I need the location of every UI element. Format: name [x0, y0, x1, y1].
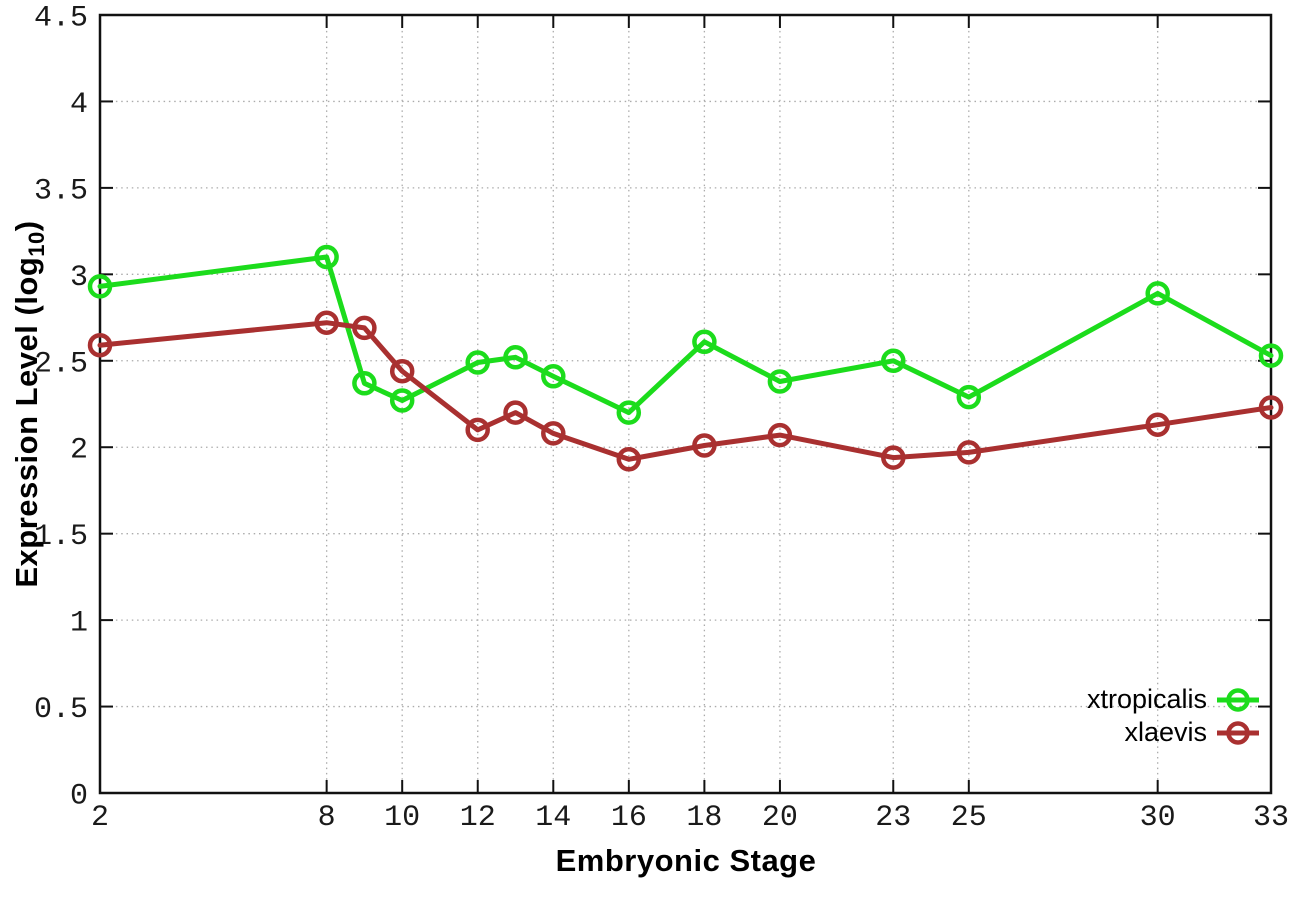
- data-point-xtropicalis: [956, 384, 982, 410]
- data-point-xtropicalis: [1258, 343, 1284, 368]
- x-tick-label: 10: [384, 801, 420, 835]
- y-tick-label: 2: [70, 434, 88, 468]
- legend-label-xtropicalis: xtropicalis: [1086, 684, 1207, 714]
- data-point-xtropicalis: [503, 345, 528, 370]
- data-point-xlaevis: [692, 433, 717, 458]
- x-tick-label: 8: [318, 801, 336, 835]
- data-point-xlaevis: [352, 315, 377, 341]
- data-point-xtropicalis: [616, 400, 642, 425]
- y-tick-label: 1.5: [34, 520, 88, 554]
- data-point-xtropicalis: [87, 274, 113, 299]
- x-tick-label: 33: [1253, 801, 1289, 835]
- y-tick-label: 0.5: [34, 693, 88, 727]
- data-point-xlaevis: [541, 421, 566, 446]
- data-point-xlaevis: [956, 440, 982, 465]
- x-tick-label: 14: [535, 801, 571, 835]
- data-point-xlaevis: [389, 358, 415, 384]
- x-tick-label: 20: [762, 801, 798, 835]
- data-point-xlaevis: [1258, 395, 1284, 420]
- y-tick-label: 4.5: [34, 2, 88, 36]
- data-point-xlaevis: [465, 417, 490, 443]
- x-tick-label: 16: [611, 801, 647, 835]
- y-axis-label: Expression Level (log10): [9, 220, 49, 588]
- y-axis-label-subscript: 10: [24, 231, 50, 257]
- data-point-xtropicalis: [692, 329, 717, 355]
- series-line-xtropicalis: [97, 254, 1274, 416]
- y-axis-label-suffix: ): [9, 220, 44, 232]
- data-point-xlaevis: [314, 310, 339, 335]
- data-point-xtropicalis: [352, 371, 377, 396]
- legend-marker-xlaevis: [1217, 720, 1259, 745]
- x-tick-label: 2: [91, 801, 109, 835]
- data-point-xlaevis: [881, 445, 906, 470]
- data-point-xtropicalis: [767, 369, 793, 394]
- data-point-xtropicalis: [314, 244, 339, 270]
- y-tick-label: 3: [70, 261, 88, 295]
- plot-border: [98, 13, 1273, 795]
- data-point-xtropicalis: [881, 348, 906, 374]
- y-tick-label: 2.5: [34, 347, 88, 381]
- legend-label-xlaevis: xlaevis: [1124, 717, 1207, 747]
- series-line-xlaevis: [97, 320, 1274, 462]
- y-tick-label: 3.5: [34, 174, 88, 208]
- x-tick-label: 23: [875, 801, 911, 835]
- x-axis-label: Embryonic Stage: [555, 843, 817, 878]
- data-point-xtropicalis: [389, 388, 415, 413]
- data-point-xlaevis: [767, 422, 793, 448]
- y-tick-label: 0: [70, 780, 88, 814]
- legend-point-sample: [1226, 687, 1250, 712]
- y-tick-label: 4: [70, 88, 88, 122]
- y-tick-label: 1: [70, 607, 88, 641]
- x-tick-label: 30: [1140, 801, 1176, 835]
- legend-item-xlaevis: xlaevis: [1124, 717, 1260, 748]
- data-point-xlaevis: [87, 332, 113, 358]
- x-tick-label: 25: [951, 801, 987, 835]
- legend-marker-xtropicalis: [1217, 687, 1259, 712]
- data-point-xtropicalis: [465, 350, 490, 375]
- data-point-xtropicalis: [1145, 281, 1170, 306]
- data-point-xtropicalis: [541, 364, 566, 389]
- x-tick-label: 12: [460, 801, 496, 835]
- data-point-xlaevis: [503, 400, 528, 425]
- data-point-xlaevis: [1145, 412, 1170, 437]
- legend-item-xtropicalis: xtropicalis: [1087, 684, 1260, 715]
- legend: xtropicalis xlaevis: [1087, 684, 1260, 748]
- x-tick-label: 18: [686, 801, 722, 835]
- data-point-xlaevis: [616, 447, 642, 472]
- legend-point-sample: [1226, 720, 1250, 745]
- y-axis-label-text: Expression Level (log: [9, 256, 44, 588]
